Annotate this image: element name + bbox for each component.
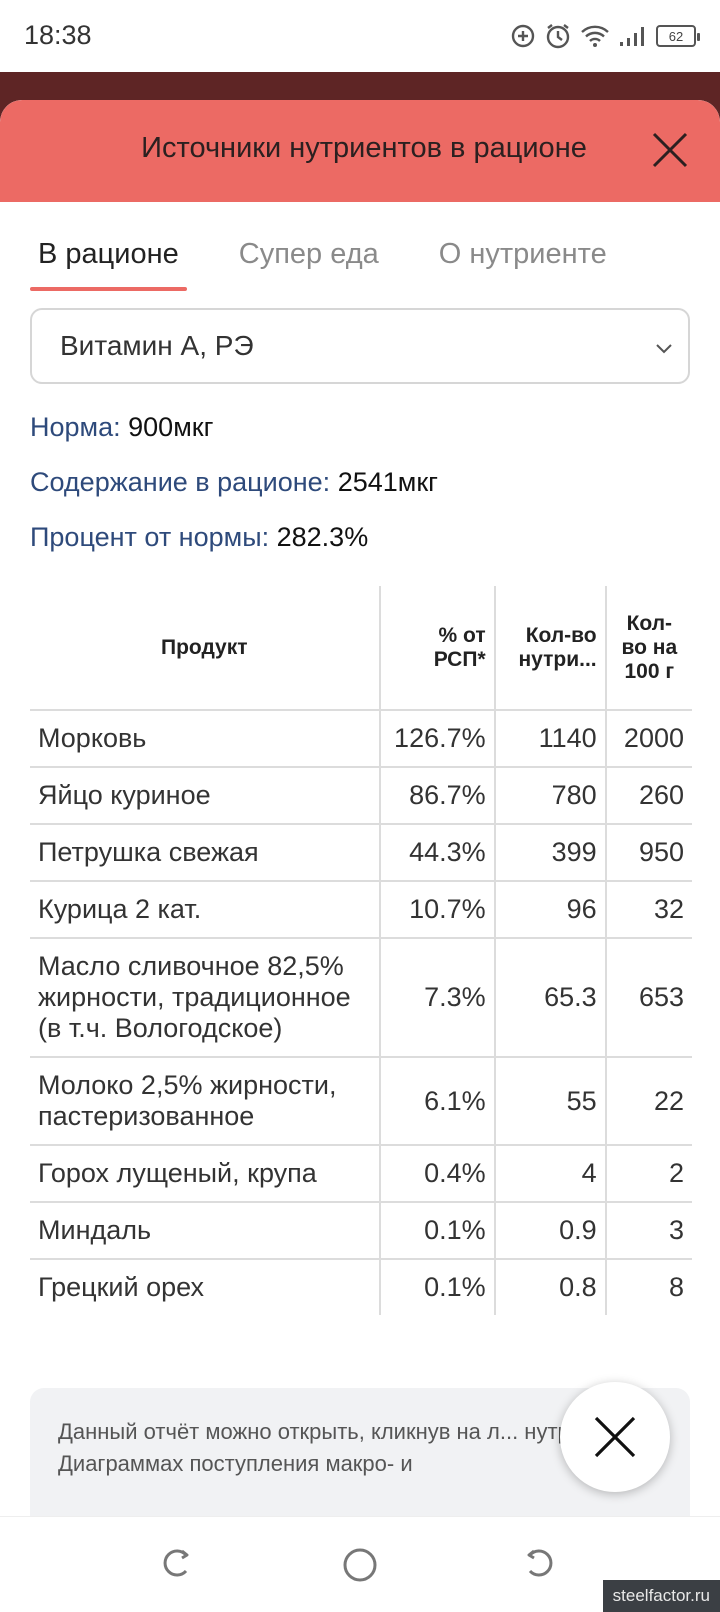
cell-amount: 1140	[493, 710, 606, 768]
table-row: Молоко 2,5% жирности, пастеризованное 6.…	[30, 1057, 692, 1146]
cell-product: Грецкий орех	[38, 1272, 205, 1302]
cell-per100: 2	[604, 1145, 692, 1203]
cell-product: Курица 2 кат.	[30, 881, 380, 939]
cell-pct: 10.7%	[378, 881, 495, 939]
nutrient-select[interactable]: Витамин А, РЭ	[30, 308, 690, 384]
info-note: Данный отчёт можно открыть, кликнув на л…	[30, 1388, 690, 1516]
cell-pct: 44.3%	[378, 824, 495, 882]
battery-level: 62	[668, 28, 684, 44]
wifi-icon	[581, 25, 609, 47]
norm-label: Норма:	[30, 412, 121, 442]
tab-about-nutrient[interactable]: О нутриенте	[438, 238, 607, 270]
cell-amount: 65.3	[493, 938, 606, 1058]
close-icon[interactable]	[650, 130, 690, 170]
table-row: Масло сливочное 82,5% жирности, традицио…	[30, 938, 692, 1058]
table-row: Морковь 126.7% 1140 2000	[30, 710, 692, 768]
battery-icon: 62	[656, 25, 700, 47]
header-per100[interactable]: Кол-во на 100 г	[604, 586, 692, 711]
cell-product: Яйцо куриное	[30, 767, 380, 825]
cell-per100: 3	[604, 1202, 692, 1260]
tab-bar: В рационе Супер еда О нутриенте	[30, 234, 615, 291]
cell-product: Петрушка свежая	[30, 824, 380, 882]
percent-line: Процент от нормы: 282.3%	[30, 522, 368, 553]
norm-line: Норма: 900мкг	[30, 412, 213, 443]
cell-product: Масло сливочное 82,5% жирности, традицио…	[30, 938, 380, 1058]
status-icons: 62	[510, 20, 700, 52]
signal-icon	[620, 27, 644, 46]
tab-in-diet[interactable]: В рационе	[30, 234, 187, 291]
cell-amount: 4	[493, 1145, 606, 1203]
cell-per100: 22	[604, 1057, 692, 1146]
cell-per100: 653	[604, 938, 692, 1058]
status-time: 18:38	[24, 20, 92, 50]
table-body: Морковь 126.7% 1140 2000 Яйцо куриное 86…	[30, 710, 692, 1315]
header-product[interactable]: Продукт	[30, 586, 380, 711]
cell-per100: 32	[604, 881, 692, 939]
cell-pct: 6.1%	[378, 1057, 495, 1146]
cell-pct: 7.3%	[378, 938, 495, 1058]
cell-pct: 0.1%	[378, 1202, 495, 1260]
percent-value: 282.3%	[276, 522, 369, 552]
cell-per100: 8	[604, 1259, 692, 1315]
cell-amount: 96	[493, 881, 606, 939]
table-header-row: Продукт % от РСП* Кол-во нутри... Кол-во…	[30, 586, 692, 711]
content-value: 2541мкг	[337, 467, 438, 497]
nutrient-select-value: Витамин А, РЭ	[60, 330, 254, 361]
alarm-icon	[546, 24, 570, 49]
close-icon	[594, 1416, 636, 1458]
status-bar: 18:38 62	[0, 0, 720, 72]
cell-product: Морковь	[30, 710, 380, 768]
tab-super-food[interactable]: Супер еда	[238, 238, 379, 270]
cell-pct: 0.4%	[378, 1145, 495, 1203]
chevron-down-icon	[656, 344, 672, 354]
percent-label: Процент от нормы:	[30, 522, 270, 552]
table-row: Миндаль 0.1% 0.9 3	[30, 1202, 692, 1260]
cell-amount: 780	[493, 767, 606, 825]
sheet-header: Источники нутриентов в рационе	[0, 100, 720, 202]
floating-close-button[interactable]	[560, 1382, 670, 1492]
table-row: Петрушка свежая 44.3% 399 950	[30, 824, 692, 882]
sheet-title: Источники нутриентов в рационе	[141, 132, 587, 164]
cell-per100: 2000	[604, 710, 692, 768]
table-row: Яйцо куриное 86.7% 780 260	[30, 767, 692, 825]
nutrient-sources-table: Продукт % от РСП* Кол-во нутри... Кол-во…	[30, 586, 692, 1315]
content-line: Содержание в рационе: 2541мкг	[30, 467, 438, 498]
cell-per100: 260	[604, 767, 692, 825]
back-icon[interactable]	[524, 1547, 556, 1579]
norm-value: 900мкг	[128, 412, 214, 442]
cell-amount: 55	[493, 1057, 606, 1146]
table-row: Горох лущеный, крупа 0.4% 4 2	[30, 1145, 692, 1203]
watermark: steelfactor.ru	[602, 1580, 720, 1612]
table-row: Грецкий орех 0.1% 0.8 8	[30, 1259, 692, 1315]
cell-pct: 86.7%	[378, 767, 495, 825]
system-nav-bar	[0, 1516, 720, 1612]
cell-pct: 126.7%	[378, 710, 495, 768]
cell-product: Горох лущеный, крупа	[30, 1145, 380, 1203]
cell-pct: 0.1%	[378, 1259, 495, 1315]
cell-per100: 950	[604, 824, 692, 882]
cell-product: Миндаль	[30, 1202, 380, 1260]
nutrient-sources-sheet: Источники нутриентов в рационе В рационе…	[0, 100, 720, 1516]
header-amount[interactable]: Кол-во нутри...	[493, 586, 606, 711]
cell-amount: 0.8	[493, 1259, 606, 1315]
cell-product: Молоко 2,5% жирности, пастеризованное	[30, 1057, 380, 1146]
content-label: Содержание в рационе:	[30, 467, 331, 497]
header-pct[interactable]: % от РСП*	[378, 586, 495, 711]
table-row: Курица 2 кат. 10.7% 96 32	[30, 881, 692, 939]
home-icon[interactable]	[342, 1547, 378, 1583]
cell-amount: 0.9	[493, 1202, 606, 1260]
data-saver-icon	[511, 24, 535, 48]
cell-amount: 399	[493, 824, 606, 882]
recents-icon[interactable]	[160, 1547, 192, 1579]
